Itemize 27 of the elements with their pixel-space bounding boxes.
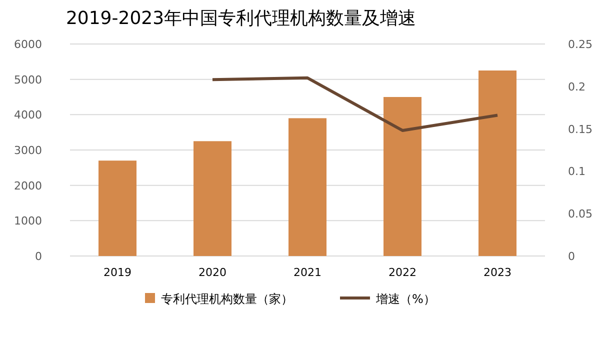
bar	[194, 141, 232, 256]
bar	[478, 70, 516, 256]
y-tick-label: 0	[35, 250, 42, 263]
y2-tick-label: 0.15	[568, 122, 592, 136]
y-tick-label: 3000	[14, 144, 42, 157]
y2-tick-label: 0.05	[568, 208, 592, 221]
bar	[288, 118, 326, 256]
y2-tick-label: 0.2	[568, 80, 586, 94]
y-tick-label: 2000	[14, 179, 42, 192]
x-tick-label: 2020	[198, 266, 226, 279]
x-tick-label: 2019	[104, 266, 132, 279]
y-tick-label: 1000	[14, 214, 42, 228]
x-tick-label: 2022	[388, 266, 416, 279]
y2-tick-label: 0.25	[568, 38, 592, 51]
y-tick-label: 4000	[14, 108, 42, 122]
y2-tick-label: 0.1	[568, 165, 586, 178]
x-tick-label: 2021	[294, 266, 322, 279]
legend-label: 专利代理机构数量（家）	[161, 292, 293, 306]
y-tick-label: 6000	[14, 38, 42, 51]
bar	[98, 160, 136, 256]
line-series	[211, 76, 499, 132]
x-tick-label: 2023	[484, 266, 512, 279]
chart-title: 2019-2023年中国专利代理机构数量及增速	[66, 8, 416, 29]
y2-tick-label: 0	[568, 250, 575, 263]
y-tick-label: 5000	[14, 73, 42, 86]
bar	[384, 97, 422, 256]
legend-label: 增速（%）	[375, 292, 436, 306]
